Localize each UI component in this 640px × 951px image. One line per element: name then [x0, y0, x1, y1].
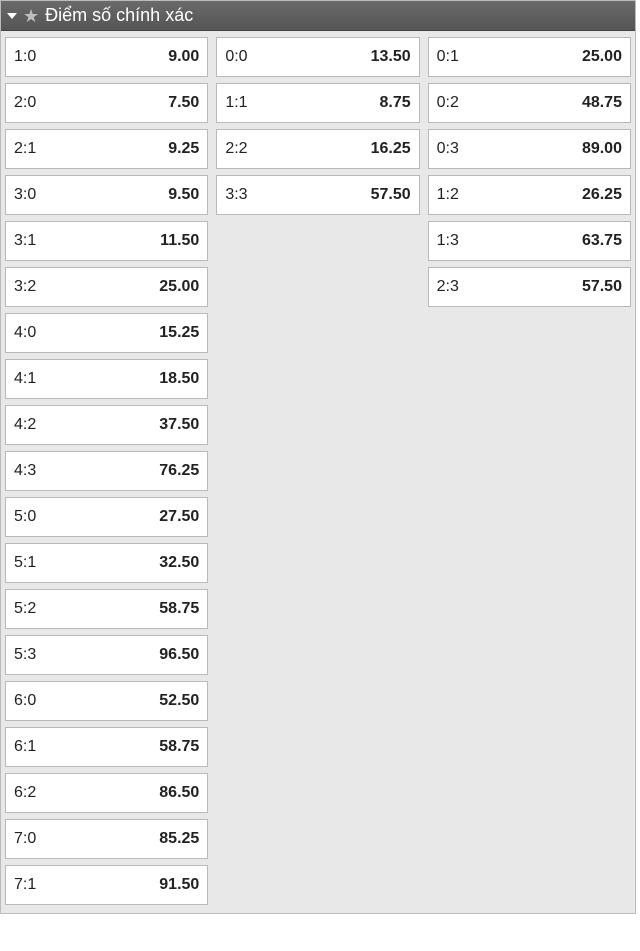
score-label: 1:2	[437, 186, 459, 204]
odds-cell[interactable]: 1:2 26.25	[428, 175, 631, 215]
odds-value: 16.25	[371, 140, 411, 158]
score-label: 1:1	[225, 94, 247, 112]
odds-cell[interactable]: 0:1 25.00	[428, 37, 631, 77]
odds-cell[interactable]: 3:1 11.50	[5, 221, 208, 261]
score-label: 2:3	[437, 278, 459, 296]
odds-cell[interactable]: 0:2 48.75	[428, 83, 631, 123]
odds-cell[interactable]: 2:1 9.25	[5, 129, 208, 169]
score-label: 3:3	[225, 186, 247, 204]
score-label: 7:0	[14, 830, 36, 848]
odds-value: 18.50	[159, 370, 199, 388]
score-label: 7:1	[14, 876, 36, 894]
score-label: 4:3	[14, 462, 36, 480]
score-label: 4:0	[14, 324, 36, 342]
odds-cell[interactable]: 1:3 63.75	[428, 221, 631, 261]
score-label: 2:2	[225, 140, 247, 158]
score-label: 0:0	[225, 48, 247, 66]
home-win-column: 1:0 9.00 2:0 7.50 2:1 9.25 3:0 9.50 3:1 11.50 3:2 2…	[5, 37, 208, 905]
score-label: 2:1	[14, 140, 36, 158]
score-label: 6:1	[14, 738, 36, 756]
odds-value: 9.50	[168, 186, 199, 204]
odds-value: 58.75	[159, 738, 199, 756]
panel-title: Điểm số chính xác	[45, 5, 193, 26]
odds-value: 25.00	[159, 278, 199, 296]
odds-cell[interactable]: 6:0 52.50	[5, 681, 208, 721]
score-label: 4:2	[14, 416, 36, 434]
odds-cell[interactable]: 4:3 76.25	[5, 451, 208, 491]
odds-cell[interactable]: 5:0 27.50	[5, 497, 208, 537]
odds-value: 27.50	[159, 508, 199, 526]
odds-cell[interactable]: 7:0 85.25	[5, 819, 208, 859]
odds-cell[interactable]: 3:0 9.50	[5, 175, 208, 215]
score-label: 0:3	[437, 140, 459, 158]
correct-score-panel: ★ Điểm số chính xác 1:0 9.00 2:0 7.50 2:1 9.2…	[0, 0, 636, 914]
odds-value: 52.50	[159, 692, 199, 710]
odds-value: 37.50	[159, 416, 199, 434]
odds-value: 9.00	[168, 48, 199, 66]
odds-cell[interactable]: 4:0 15.25	[5, 313, 208, 353]
odds-value: 9.25	[168, 140, 199, 158]
score-label: 2:0	[14, 94, 36, 112]
odds-cell[interactable]: 4:2 37.50	[5, 405, 208, 445]
draw-column: 0:0 13.50 1:1 8.75 2:2 16.25 3:3 57.50	[216, 37, 419, 905]
odds-value: 96.50	[159, 646, 199, 664]
odds-cell[interactable]: 6:2 86.50	[5, 773, 208, 813]
away-win-column: 0:1 25.00 0:2 48.75 0:3 89.00 1:2 26.25 1:3 63.75…	[428, 37, 631, 905]
odds-columns: 1:0 9.00 2:0 7.50 2:1 9.25 3:0 9.50 3:1 11.50 3:2 2…	[5, 37, 631, 905]
score-label: 5:0	[14, 508, 36, 526]
odds-value: 91.50	[159, 876, 199, 894]
panel-header[interactable]: ★ Điểm số chính xác	[1, 1, 635, 31]
odds-value: 48.75	[582, 94, 622, 112]
odds-value: 26.25	[582, 186, 622, 204]
odds-value: 11.50	[160, 232, 199, 250]
odds-cell[interactable]: 4:1 18.50	[5, 359, 208, 399]
score-label: 3:0	[14, 186, 36, 204]
odds-cell[interactable]: 6:1 58.75	[5, 727, 208, 767]
odds-value: 25.00	[582, 48, 622, 66]
score-label: 1:3	[437, 232, 459, 250]
odds-cell[interactable]: 5:2 58.75	[5, 589, 208, 629]
score-label: 5:1	[14, 554, 36, 572]
score-label: 1:0	[14, 48, 36, 66]
odds-cell[interactable]: 3:3 57.50	[216, 175, 419, 215]
score-label: 0:2	[437, 94, 459, 112]
odds-value: 57.50	[582, 278, 622, 296]
panel-body: 1:0 9.00 2:0 7.50 2:1 9.25 3:0 9.50 3:1 11.50 3:2 2…	[1, 31, 635, 913]
odds-cell[interactable]: 0:0 13.50	[216, 37, 419, 77]
odds-cell[interactable]: 2:3 57.50	[428, 267, 631, 307]
odds-cell[interactable]: 0:3 89.00	[428, 129, 631, 169]
odds-cell[interactable]: 2:2 16.25	[216, 129, 419, 169]
odds-cell[interactable]: 5:3 96.50	[5, 635, 208, 675]
odds-value: 58.75	[159, 600, 199, 618]
odds-value: 57.50	[371, 186, 411, 204]
score-label: 5:3	[14, 646, 36, 664]
score-label: 6:2	[14, 784, 36, 802]
odds-cell[interactable]: 1:0 9.00	[5, 37, 208, 77]
odds-value: 76.25	[159, 462, 199, 480]
favorite-star-icon[interactable]: ★	[23, 7, 39, 25]
score-label: 0:1	[437, 48, 459, 66]
odds-value: 15.25	[159, 324, 199, 342]
score-label: 5:2	[14, 600, 36, 618]
odds-value: 32.50	[159, 554, 199, 572]
odds-value: 8.75	[380, 94, 411, 112]
odds-cell[interactable]: 7:1 91.50	[5, 865, 208, 905]
odds-value: 86.50	[159, 784, 199, 802]
odds-value: 63.75	[582, 232, 622, 250]
odds-value: 13.50	[371, 48, 411, 66]
odds-cell[interactable]: 3:2 25.00	[5, 267, 208, 307]
odds-cell[interactable]: 1:1 8.75	[216, 83, 419, 123]
odds-value: 85.25	[159, 830, 199, 848]
odds-cell[interactable]: 2:0 7.50	[5, 83, 208, 123]
score-label: 4:1	[14, 370, 36, 388]
score-label: 3:2	[14, 278, 36, 296]
odds-value: 7.50	[168, 94, 199, 112]
odds-value: 89.00	[582, 140, 622, 158]
score-label: 6:0	[14, 692, 36, 710]
odds-cell[interactable]: 5:1 32.50	[5, 543, 208, 583]
collapse-icon	[7, 13, 17, 19]
score-label: 3:1	[14, 232, 36, 250]
